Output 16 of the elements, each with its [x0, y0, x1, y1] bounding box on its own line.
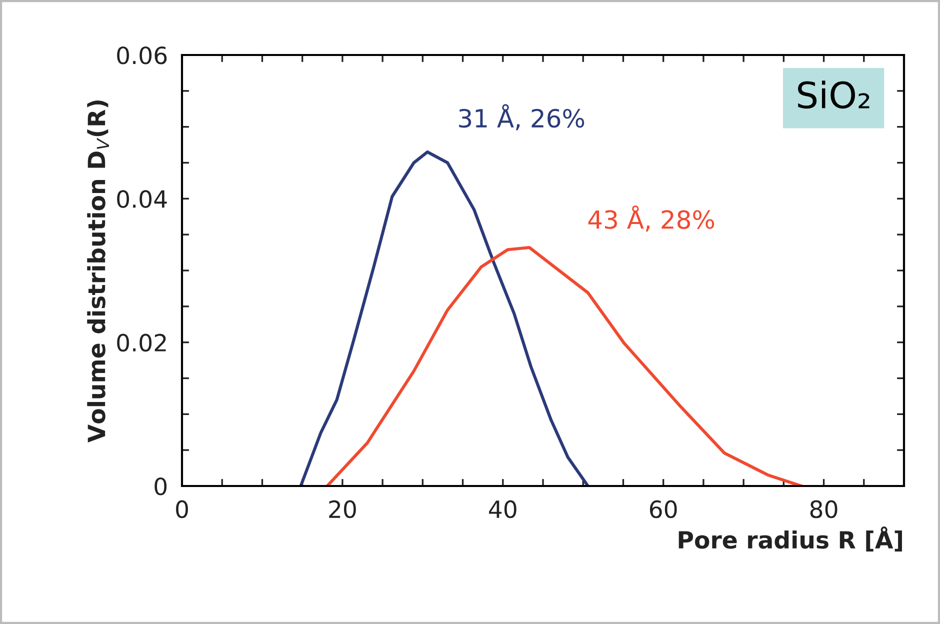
x-tick-label: 40 [489, 500, 516, 518]
y-axis-title: Volume distribution D$_{V}$(R) [87, 100, 109, 443]
annotation: SiO₂ [798, 80, 870, 109]
annotation: 43 Å, 28% [588, 205, 714, 232]
x-tick-label: 60 [650, 500, 677, 518]
x-tick-label: 20 [329, 500, 356, 518]
x-tick-label: 0 [176, 500, 188, 518]
y-tick-label: 0.02 [117, 334, 166, 352]
y-tick-label: 0.06 [117, 46, 167, 64]
y-tick-label: 0.04 [117, 190, 167, 208]
line-series [326, 246, 803, 486]
annotation: 31 Å, 26% [459, 104, 584, 130]
line-series [299, 150, 590, 486]
y-tick-label: 0 [154, 477, 167, 496]
x-axis-title: Pore radius R [Å] [678, 526, 902, 552]
x-tick-label: 80 [810, 500, 838, 518]
